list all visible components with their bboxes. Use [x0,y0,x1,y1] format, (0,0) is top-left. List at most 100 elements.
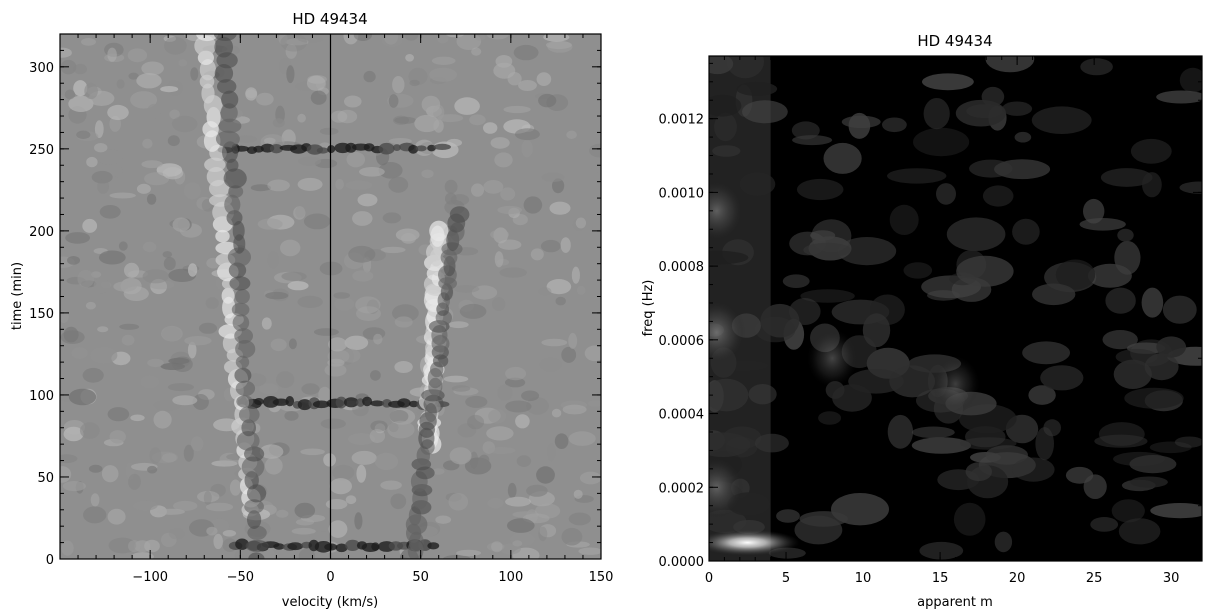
texture-blob [493,63,515,79]
contour-blob [1175,437,1204,448]
x-tick-label: 30 [1163,571,1180,586]
y-tick-label: 0.0012 [659,113,705,128]
texture-blob [206,297,219,309]
texture-blob [422,96,441,113]
texture-blob [414,115,439,132]
texture-blob [94,143,107,152]
texture-blob [538,287,551,296]
contour-blob [1112,499,1145,522]
texture-blob [69,389,96,406]
texture-blob [517,455,531,467]
texture-blob [97,326,108,332]
bright-streak-blob [429,221,448,242]
contour-blob [956,100,1006,127]
texture-blob [445,193,457,205]
texture-blob [387,421,414,439]
contour-blob [696,432,751,457]
texture-blob [577,286,586,295]
texture-blob [547,443,555,461]
texture-blob [256,93,274,106]
texture-blob [63,481,86,491]
texture-blob [492,297,505,311]
x-tick-label: 20 [1009,571,1026,586]
texture-blob [301,383,319,394]
contour-blob [760,304,799,338]
texture-blob [289,338,297,349]
texture-blob [348,246,375,263]
texture-blob [547,41,572,53]
power-peak [688,300,746,366]
contour-blob [1130,477,1168,488]
contour-blob [1022,341,1070,364]
texture-blob [332,465,354,480]
texture-blob [541,339,567,347]
texture-blob [184,182,201,199]
texture-blob [452,385,471,391]
y-tick-label: 0.0008 [659,260,705,275]
texture-blob [389,94,399,108]
x-tick-label: 50 [412,570,429,585]
texture-blob [390,494,406,510]
texture-blob [52,48,72,58]
texture-blob [213,534,223,549]
contour-blob [1114,241,1140,275]
contour-blob [1012,458,1054,482]
x-tick-label: 0 [705,571,713,586]
texture-blob [449,493,469,511]
texture-blob [483,122,497,134]
contour-blob [912,427,955,439]
texture-blob [453,285,479,293]
contour-blob [1015,132,1032,143]
texture-blob [124,263,139,278]
contour-blob [1105,288,1135,314]
contour-blob [966,462,992,481]
y-tick-label: 0.0000 [659,555,705,570]
texture-blob [149,447,161,463]
texture-blob [141,62,164,76]
texture-blob [292,528,316,535]
texture-blob [352,451,377,465]
contour-blob [1101,168,1153,187]
texture-blob [536,466,555,483]
texture-blob [119,324,139,330]
texture-blob [404,29,418,40]
texture-blob [77,270,94,288]
texture-blob [580,472,602,485]
texture-blob [297,114,306,123]
texture-blob [53,466,71,483]
texture-blob [326,499,348,509]
texture-blob [370,370,381,381]
texture-blob [552,409,561,418]
y-tick-label: 300 [29,61,54,76]
texture-blob [521,140,532,157]
texture-blob [521,391,539,402]
texture-blob [354,29,372,41]
texture-blob [491,541,502,552]
dark-band-blob [433,144,451,150]
texture-blob [147,104,160,119]
y-tick-label: 0.0004 [659,408,705,423]
texture-blob [245,87,257,100]
contour-blob [749,384,777,404]
contour-blob [1090,517,1118,532]
contour-blob [863,313,890,347]
texture-blob [568,333,577,349]
texture-blob [161,326,183,342]
texture-blob [341,349,360,363]
texture-blob [172,357,193,372]
texture-blob [128,48,147,62]
texture-blob [500,187,515,200]
texture-blob [432,57,456,65]
texture-blob [206,527,217,536]
right-plot-area [688,45,1215,561]
contour-blob [1035,427,1054,460]
contour-blob [797,179,844,200]
texture-blob [456,550,481,556]
texture-blob [335,179,344,190]
contour-blob [755,434,789,453]
texture-blob [395,316,413,327]
texture-blob [346,181,373,190]
texture-blob [206,503,233,512]
texture-blob [314,328,339,336]
